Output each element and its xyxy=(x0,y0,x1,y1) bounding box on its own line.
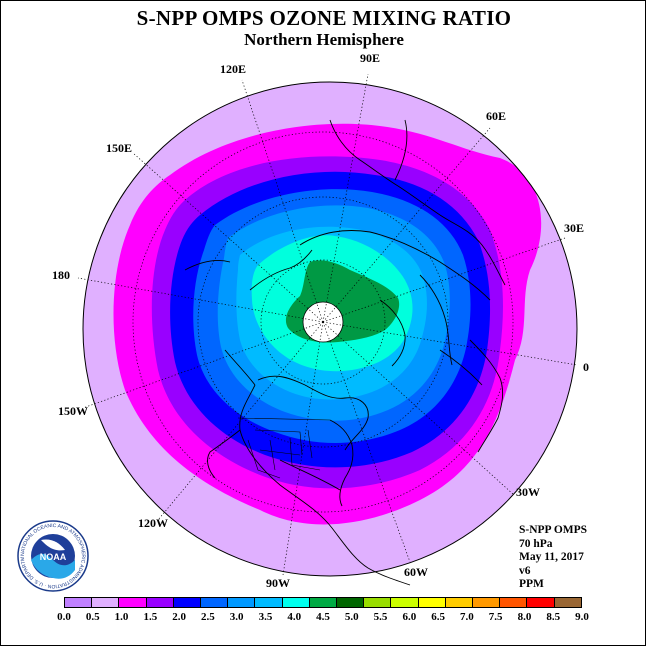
lon-label-90e: 90E xyxy=(360,51,380,65)
colorbar-tick-label: 5.0 xyxy=(344,611,359,623)
colorbar-tick-label: 0.5 xyxy=(85,611,100,623)
colorbar-tick-label: 1.5 xyxy=(143,611,158,623)
colorbar-tick-label: 4.5 xyxy=(316,611,330,623)
colorbar-segment xyxy=(228,598,256,607)
colorbar-segment xyxy=(201,598,229,607)
lon-label-180: 180 xyxy=(52,268,70,282)
units-label: PPM xyxy=(519,578,544,590)
colorbar-segment xyxy=(527,598,555,607)
lon-label-150w: 150W xyxy=(58,404,88,418)
map-title: S-NPP OMPS OZONE MIXING RATIO xyxy=(136,6,512,30)
colorbar-segment xyxy=(309,598,338,607)
colorbar-tick-label: 6.0 xyxy=(402,611,417,623)
colorbar-segment xyxy=(255,598,283,607)
lon-label-30w: 30W xyxy=(516,485,540,499)
map-subtitle: Northern Hemisphere xyxy=(244,30,404,49)
coastlines xyxy=(184,119,506,586)
colorbar-tick-label: 7.5 xyxy=(488,611,503,623)
colorbar-ticks: 0.0 0.5 1.0 1.5 2.0 2.5 3.0 3.5 4.0 4.5 5.0 5.5 6.0 6… xyxy=(57,611,589,625)
lon-label-120w: 120W xyxy=(138,516,168,530)
colorbar-tick-label: 8.0 xyxy=(517,611,532,623)
colorbar-tick-label: 9.0 xyxy=(575,611,589,623)
noaa-logo: NATIONAL OCEANIC AND ATMOSPHERIC ADMINIS… xyxy=(17,520,89,592)
colorbar-segment xyxy=(65,598,93,607)
lon-label-30e: 30E xyxy=(564,221,584,235)
noaa-logo-text: NOAA xyxy=(40,552,67,562)
colorbar-segment xyxy=(500,598,528,607)
colorbar-tick-label: 2.5 xyxy=(201,611,215,623)
instrument-label: S-NPP OMPS xyxy=(519,524,588,536)
lon-label-120e: 120E xyxy=(220,62,246,76)
colorbar-segment xyxy=(173,598,202,607)
colorbar-tick-label: 5.5 xyxy=(373,611,388,623)
date-label: May 11, 2017 xyxy=(519,551,584,563)
colorbar-segment xyxy=(119,598,147,607)
colorbar-tick-label: 3.5 xyxy=(258,611,273,623)
lon-label-90w: 90W xyxy=(266,576,290,590)
colorbar-segment xyxy=(337,598,365,607)
lon-label-60w: 60W xyxy=(404,565,428,579)
colorbar-segment xyxy=(282,598,310,607)
lon-label-0: 0 xyxy=(583,360,589,374)
colorbar-segment xyxy=(418,598,446,607)
colorbar-tick-label: 7.0 xyxy=(460,611,474,623)
colorbar-segment xyxy=(391,598,419,607)
graticule xyxy=(77,73,578,576)
map-boundary xyxy=(82,81,578,577)
colorbar-segment xyxy=(473,598,501,607)
colorbar-tick-label: 6.5 xyxy=(431,611,445,623)
lon-label-60e: 60E xyxy=(486,109,506,123)
colorbar-tick-label: 2.0 xyxy=(172,611,186,623)
colorbar-segment xyxy=(364,598,392,607)
political-borders xyxy=(237,417,331,479)
colorbar-tick-label: 8.5 xyxy=(546,611,561,623)
colorbar-tick-label: 4.0 xyxy=(287,611,302,623)
colorbar-segment xyxy=(146,598,174,607)
colorbar-segment xyxy=(92,598,120,607)
lon-label-150e: 150E xyxy=(106,141,132,155)
colorbar-segment xyxy=(445,598,474,607)
colorbar-tick-label: 1.0 xyxy=(114,611,129,623)
pressure-label: 70 hPa xyxy=(519,537,553,550)
colorbar xyxy=(64,597,582,608)
colorbar-tick-label: 3.0 xyxy=(229,611,244,623)
metadata-block: S-NPP OMPS 70 hPa May 11, 2017 v6 PPM xyxy=(519,524,587,592)
colorbar-tick-label: 0.0 xyxy=(57,611,71,623)
version-label: v6 xyxy=(519,564,531,577)
colorbar-segment xyxy=(554,598,581,607)
